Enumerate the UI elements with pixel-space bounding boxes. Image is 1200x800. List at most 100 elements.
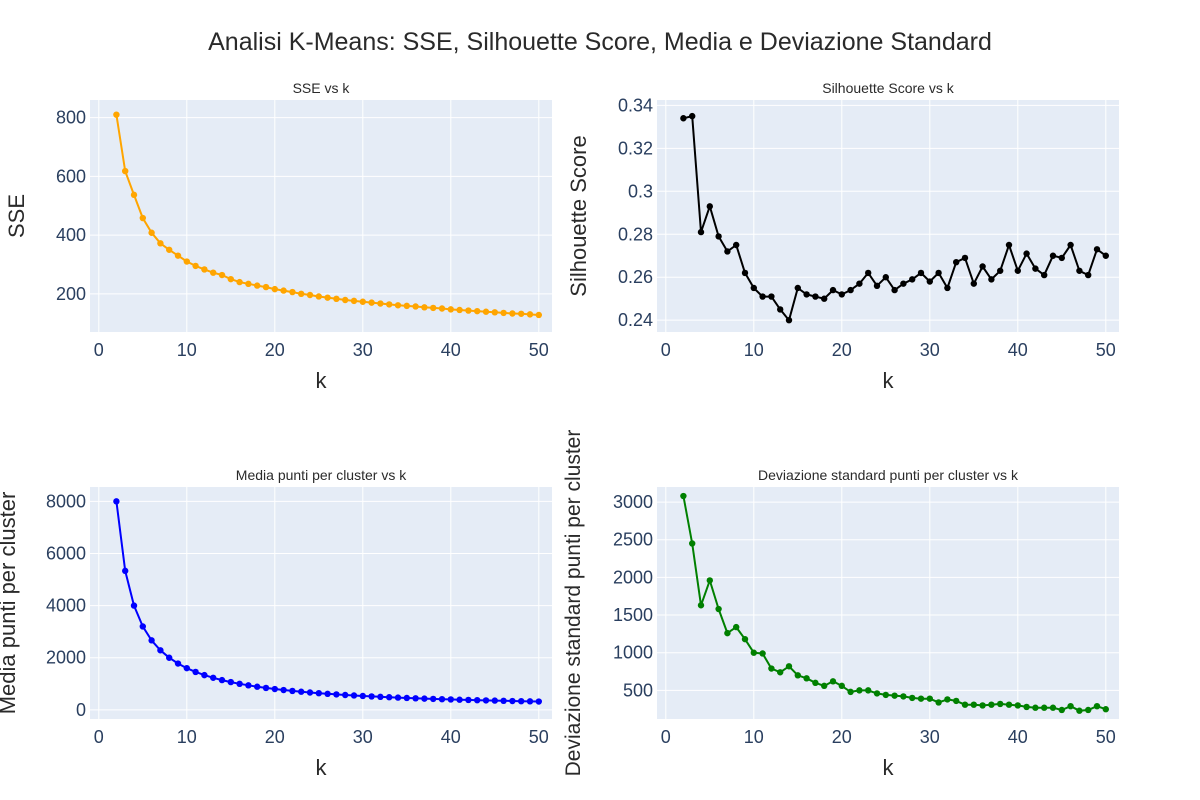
data-point (1023, 703, 1030, 711)
data-point (900, 280, 907, 287)
data-point (1058, 254, 1066, 262)
data-point (324, 690, 331, 698)
data-point (412, 303, 419, 310)
subplot-title: Deviazione standard punti per cluster vs… (758, 467, 1019, 483)
x-tick-label: 10 (177, 727, 197, 747)
data-point (192, 668, 199, 676)
y-tick-label: 0.34 (618, 95, 653, 115)
data-point (324, 294, 331, 301)
x-tick-label: 0 (661, 727, 671, 747)
data-point (803, 291, 810, 298)
x-tick-label: 30 (353, 340, 373, 360)
y-tick-label: 400 (56, 225, 86, 245)
data-point (315, 293, 322, 300)
data-point (891, 286, 898, 294)
data-point (342, 691, 349, 699)
data-point (183, 258, 190, 265)
data-point (741, 635, 749, 643)
data-point (403, 694, 410, 702)
data-point (882, 691, 889, 699)
x-tick-label: 20 (265, 727, 285, 747)
data-point (280, 686, 287, 694)
data-point (873, 690, 881, 697)
data-point (148, 637, 155, 644)
data-point (298, 688, 305, 695)
data-point (733, 623, 740, 631)
data-point (891, 692, 898, 699)
data-point (482, 697, 490, 704)
data-point (306, 291, 314, 299)
data-point (812, 679, 819, 687)
data-point (350, 692, 358, 699)
data-point (306, 689, 314, 696)
data-point (1041, 704, 1048, 711)
data-point (526, 698, 534, 705)
data-point (535, 311, 542, 319)
data-point (377, 693, 384, 701)
y-tick-label: 0.3 (628, 181, 653, 201)
data-point (785, 316, 793, 324)
data-point (315, 689, 322, 697)
data-point (953, 258, 960, 266)
data-point (500, 697, 507, 705)
y-tick-label: 0 (76, 700, 86, 720)
data-point (724, 629, 731, 637)
data-point (518, 697, 525, 705)
data-point (944, 696, 951, 703)
data-point (961, 701, 969, 708)
data-point (803, 675, 810, 682)
data-point (953, 697, 960, 705)
x-tick-label: 30 (920, 727, 940, 747)
data-point (254, 282, 261, 289)
data-point (262, 283, 270, 291)
subplot-media: 0 10 20 30 40 50 0 2000 4000 6000 8000 Media punti … (0, 467, 552, 780)
data-point (829, 286, 837, 294)
data-point (254, 683, 261, 690)
y-tick-label: 1500 (613, 605, 653, 625)
data-point (1049, 252, 1057, 259)
data-point (113, 111, 120, 118)
data-point (227, 678, 234, 686)
data-point (183, 664, 190, 672)
data-point (856, 280, 863, 287)
x-tick-label: 40 (441, 727, 461, 747)
data-point (465, 696, 472, 704)
data-point (961, 254, 969, 262)
data-point (997, 700, 1004, 708)
data-point (394, 694, 402, 701)
data-point (500, 309, 507, 317)
data-point (271, 685, 278, 693)
y-tick-label: 6000 (46, 543, 86, 563)
subplot-sse: 0 10 20 30 40 50 200 400 600 800 SSE vs k k SSE (4, 80, 552, 393)
data-point (386, 694, 393, 701)
data-point (1093, 702, 1101, 710)
data-point (865, 687, 872, 694)
data-point (715, 233, 722, 240)
x-axis-label: k (316, 755, 328, 780)
data-point (245, 682, 252, 689)
data-point (1076, 707, 1083, 714)
data-point (1067, 702, 1074, 710)
data-point (838, 682, 845, 690)
x-tick-label: 30 (353, 727, 373, 747)
y-tick-label: 3000 (613, 492, 653, 512)
data-point (777, 306, 784, 313)
data-point (909, 694, 916, 702)
data-point (715, 605, 722, 613)
data-point (689, 112, 696, 120)
data-point (377, 300, 384, 307)
x-axis-label: k (883, 368, 895, 393)
x-tick-label: 50 (1096, 340, 1116, 360)
y-axis-label: Silhouette Score (566, 135, 591, 296)
x-axis-label: k (316, 368, 328, 393)
data-point (1102, 252, 1110, 259)
data-point (944, 284, 951, 292)
data-point (997, 267, 1004, 274)
data-point (456, 306, 463, 314)
data-point (350, 297, 358, 305)
data-point (935, 699, 942, 706)
data-point (218, 271, 226, 279)
data-point (236, 680, 243, 688)
data-point (166, 654, 173, 661)
data-point (1085, 271, 1092, 279)
